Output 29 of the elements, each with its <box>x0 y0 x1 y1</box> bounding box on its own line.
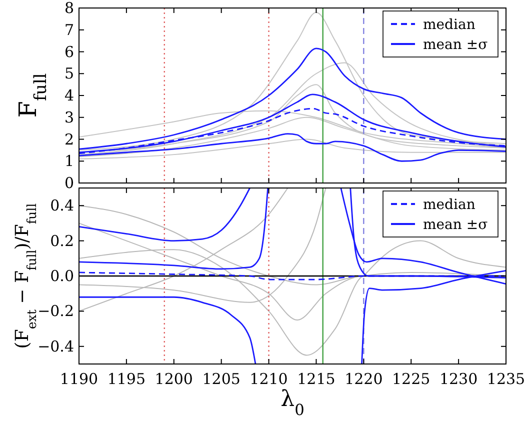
x-tick-label: 1220 <box>344 370 383 388</box>
y-tick-label: 1 <box>64 152 74 170</box>
x-tick-label: 1200 <box>154 370 193 388</box>
legend-label: mean ±σ <box>423 217 488 233</box>
y-tick-label: −0.4 <box>38 337 74 356</box>
x-tick-label: 1235 <box>486 370 526 388</box>
y-tick-label: 2 <box>64 130 74 148</box>
x-tick-label: 1230 <box>439 370 478 388</box>
x-tick-label: 1195 <box>107 370 146 388</box>
x-tick-label: 1225 <box>392 370 430 388</box>
y-tick-label: 0.2 <box>50 232 74 250</box>
y-tick-label: 8 <box>64 0 74 17</box>
legend-label: median <box>423 17 476 33</box>
y-tick-label: 0.4 <box>50 196 74 215</box>
legend-label: median <box>423 197 476 213</box>
legend-label: mean ±σ <box>423 37 488 53</box>
y-tick-label: 7 <box>64 20 74 39</box>
y-tick-label: 5 <box>64 64 74 83</box>
y-tick-label: 0.0 <box>50 267 74 285</box>
y-tick-label: 4 <box>64 86 74 104</box>
x-tick-label: 1190 <box>60 370 98 388</box>
y-tick-label: 6 <box>64 42 74 61</box>
x-tick-label: 1215 <box>297 370 336 388</box>
y-tick-label: 3 <box>64 108 74 126</box>
x-tick-label: 1210 <box>250 370 288 388</box>
y-tick-label: −0.2 <box>38 302 74 320</box>
x-axis-title: λ$_{0}$ <box>280 387 304 419</box>
y-tick-label: 0 <box>64 174 74 192</box>
x-tick-label: 1205 <box>202 370 240 388</box>
